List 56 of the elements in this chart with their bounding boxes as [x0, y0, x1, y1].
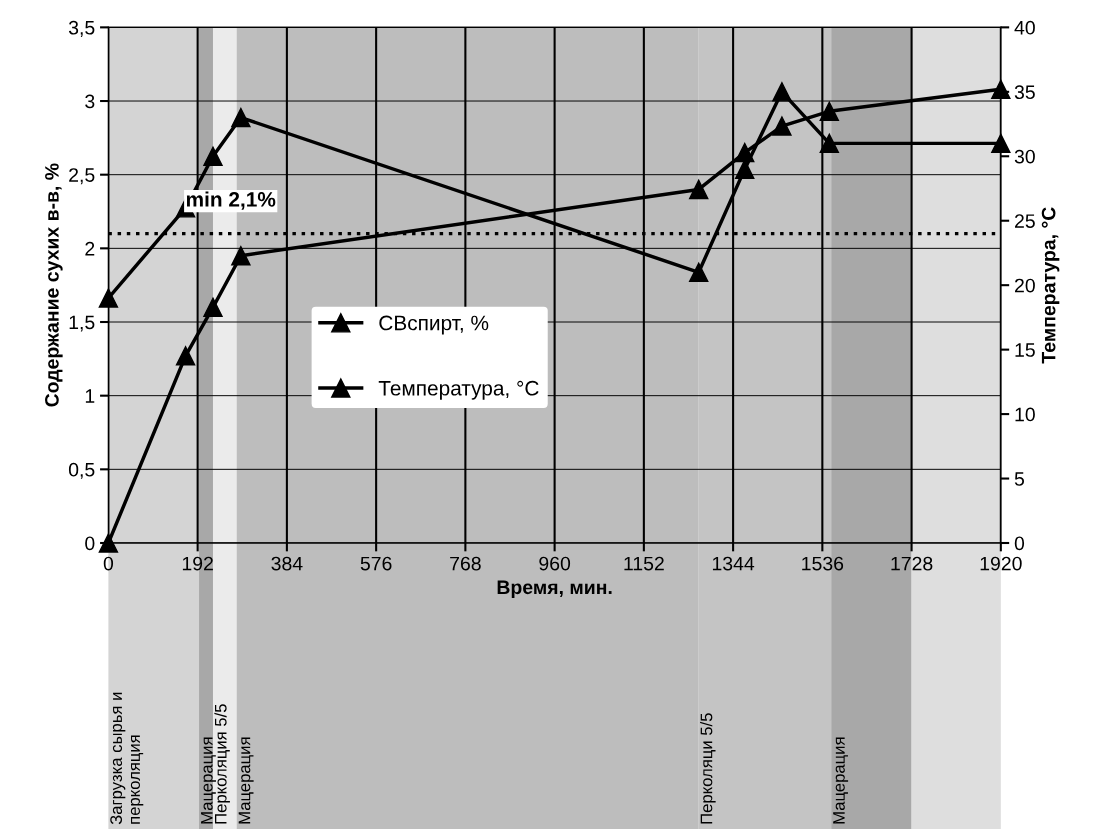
band-label: Загрузка сырья и перколяция	[110, 692, 144, 825]
x-tick-label: 960	[539, 556, 571, 571]
point	[231, 107, 251, 128]
y2-tick-label: 40	[1014, 20, 1035, 35]
x-tick-label: 384	[271, 556, 303, 571]
x-axis-title: Время, мин.	[497, 580, 612, 598]
band-label: Перколяци 5/5	[700, 713, 716, 824]
point	[991, 79, 1011, 99]
y2-tick-label: 5	[1014, 472, 1025, 486]
band-label: Перколяция 5/5	[214, 704, 230, 824]
y-tick-label: 3	[85, 94, 95, 109]
x-tick-label: 1536	[802, 556, 844, 571]
y2-tick-label: 30	[1014, 149, 1035, 164]
y-axis-title: Содержание сухих в-в, %	[45, 163, 63, 407]
point	[819, 133, 840, 154]
y-tick-label: 2,5	[69, 168, 95, 185]
legend-label: СВспирт, %	[379, 315, 489, 335]
band-label: Мацерация	[833, 737, 849, 824]
point	[175, 346, 196, 366]
y2-tick-label: 10	[1015, 407, 1035, 422]
point	[688, 262, 709, 283]
y2-tick-label: 20	[1015, 278, 1035, 293]
y2-axis-title: Температура, °С	[1041, 207, 1060, 364]
point	[734, 159, 755, 179]
y2-tick-label: 0	[1014, 536, 1025, 551]
point	[772, 116, 792, 136]
x-tick-label: 192	[182, 556, 213, 571]
x-tick-label: 1920	[980, 556, 1022, 571]
y-tick-label: 1,5	[69, 315, 95, 332]
y2-tick-label: 25	[1015, 214, 1035, 228]
y-tick-label: 2	[85, 241, 95, 256]
point	[819, 101, 840, 122]
y-tick-label: 3,5	[68, 20, 95, 37]
y-tick-label: 1	[85, 389, 95, 403]
y-tick-label: 0,5	[68, 462, 95, 479]
point	[98, 288, 119, 308]
point	[734, 142, 755, 163]
point	[231, 245, 251, 266]
band-label: Мацерация	[201, 737, 216, 824]
ref-line-label: min 2,1%	[186, 191, 276, 210]
y2-tick-label: 15	[1015, 343, 1035, 357]
y2-tick-label: 35	[1014, 85, 1035, 100]
point	[203, 146, 223, 166]
point	[991, 133, 1011, 154]
y-tick-label: 0	[85, 536, 95, 551]
point	[98, 533, 119, 553]
legend-label: Температура, °С	[378, 380, 539, 400]
point	[688, 179, 709, 200]
band-label: Мацерация	[238, 737, 254, 824]
x-tick-label: 0	[103, 556, 114, 571]
x-tick-label: 1152	[624, 556, 664, 571]
point	[203, 297, 223, 317]
x-tick-label: 768	[450, 556, 481, 571]
x-tick-label: 1344	[712, 556, 755, 571]
x-tick-label: 576	[360, 556, 392, 571]
x-tick-label: 1728	[891, 556, 933, 571]
